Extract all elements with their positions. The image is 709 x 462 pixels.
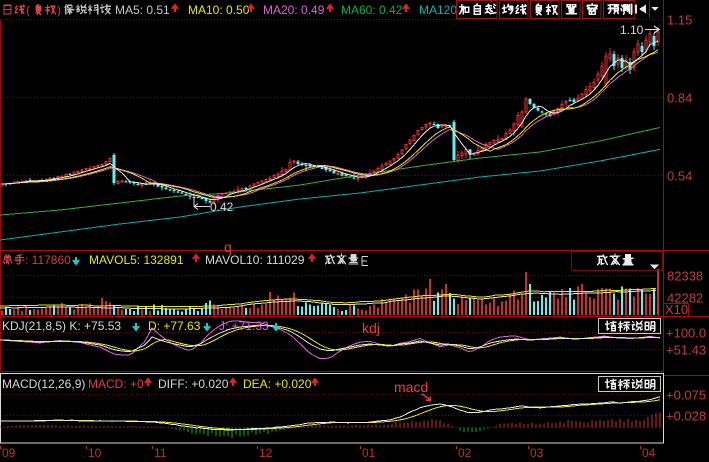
svg-text:macd: macd (394, 379, 428, 395)
svg-text:DEA: +0.020: DEA: +0.020 (243, 377, 312, 391)
svg-text:MA10: 0.50: MA10: 0.50 (188, 3, 250, 17)
svg-text:+0.075: +0.075 (666, 388, 706, 403)
svg-text:0.42: 0.42 (210, 200, 234, 214)
svg-text:09: 09 (2, 446, 16, 460)
svg-text:+51.43: +51.43 (666, 343, 706, 358)
svg-text:MACD: +0: MACD: +0 (88, 377, 144, 391)
svg-text:04: 04 (642, 446, 656, 460)
svg-text:02: 02 (458, 446, 472, 460)
svg-text:MACD(12,26,9): MACD(12,26,9) (2, 377, 85, 391)
svg-text:(: ( (26, 3, 30, 17)
svg-text:82338: 82338 (667, 269, 703, 284)
svg-text:10: 10 (88, 446, 102, 460)
svg-text:MA5: 0.51: MA5: 0.51 (115, 3, 170, 17)
svg-text:0.84: 0.84 (667, 91, 692, 106)
svg-text:1.15: 1.15 (667, 13, 692, 28)
svg-text:J: +71.33: J: +71.33 (219, 319, 269, 333)
svg-text:MA60: 0.42: MA60: 0.42 (341, 3, 403, 17)
svg-text:MAVOL5: 132891: MAVOL5: 132891 (89, 253, 184, 267)
svg-text:42282: 42282 (667, 291, 703, 306)
svg-text:q: q (224, 239, 232, 255)
svg-text:X10: X10 (665, 302, 688, 317)
svg-text:MA120: MA120 (419, 3, 457, 17)
svg-text:0.54: 0.54 (667, 169, 692, 184)
svg-text:01: 01 (362, 446, 376, 460)
svg-text:): ) (57, 3, 61, 17)
svg-text:D: +77.63: D: +77.63 (148, 319, 201, 333)
svg-text:+100.0: +100.0 (666, 326, 706, 341)
svg-text:1.10: 1.10 (620, 23, 644, 37)
svg-text:11: 11 (154, 446, 167, 460)
svg-text:: 117860: : 117860 (25, 253, 71, 267)
svg-text:kdj: kdj (362, 320, 380, 336)
svg-text:MA20: 0.49: MA20: 0.49 (263, 3, 325, 17)
svg-text:DIFF: +0.020: DIFF: +0.020 (158, 377, 229, 391)
svg-text:03: 03 (530, 446, 544, 460)
svg-text:KDJ(21,8,5) K: +75.53: KDJ(21,8,5) K: +75.53 (2, 319, 121, 333)
svg-text:MAVOL10: 111029: MAVOL10: 111029 (205, 253, 305, 267)
svg-text:+0.028: +0.028 (666, 409, 706, 424)
svg-text:12: 12 (259, 446, 273, 460)
